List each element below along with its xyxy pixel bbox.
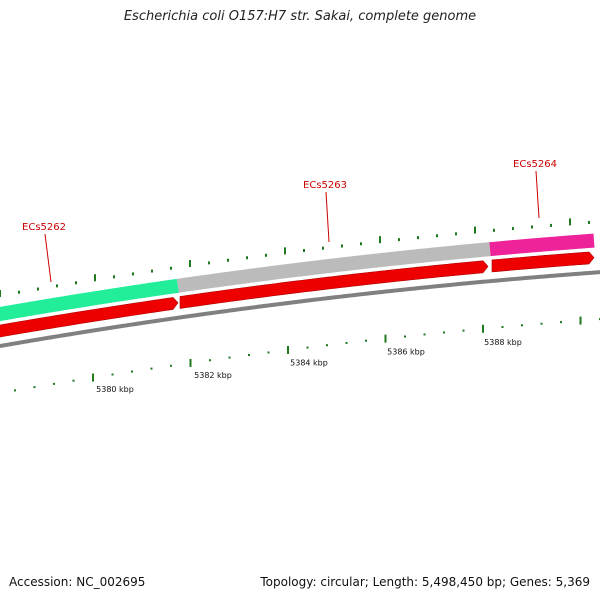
gene-label-ECs5263[interactable]: ECs5263 — [303, 180, 347, 191]
gene-label-leader — [325, 191, 330, 243]
cds-arrow[interactable] — [0, 297, 179, 338]
gene-feature-ECs5262[interactable] — [0, 278, 179, 322]
ruler-label: 5384 kbp — [290, 358, 328, 367]
genome-summary-text: Topology: circular; Length: 5,498,450 bp… — [260, 575, 590, 589]
ruler-labels: 5380 kbp 5382 kbp 5384 kbp 5386 kbp 5388 kbp — [96, 338, 522, 394]
gene-label-leader — [535, 170, 540, 219]
ruler-label: 5386 kbp — [387, 347, 425, 356]
cds-arrow[interactable] — [491, 251, 595, 273]
ruler-tick-track — [14, 316, 600, 392]
gene-label-ECs5262[interactable]: ECs5262 — [22, 222, 66, 233]
ruler-label: 5382 kbp — [194, 371, 232, 380]
cds-arrow[interactable] — [179, 260, 489, 309]
gene-track — [0, 233, 595, 322]
gene-feature-ECs5263[interactable] — [176, 242, 491, 293]
gene-labels: ECs5262 ECs5263 ECs5264 — [22, 159, 557, 283]
ruler-label: 5380 kbp — [96, 385, 134, 394]
ruler-label: 5388 kbp — [484, 338, 522, 347]
map-title: Escherichia coli O157:H7 str. Sakai, com… — [123, 9, 477, 24]
accession-text: Accession: NC_002695 — [9, 575, 146, 589]
top-tick-track — [0, 218, 590, 297]
gene-feature-ECs5264[interactable] — [489, 233, 595, 257]
gene-label-leader — [44, 233, 52, 283]
backbone-line — [0, 270, 600, 349]
cds-track — [0, 251, 595, 338]
gene-label-ECs5264[interactable]: ECs5264 — [513, 159, 557, 170]
